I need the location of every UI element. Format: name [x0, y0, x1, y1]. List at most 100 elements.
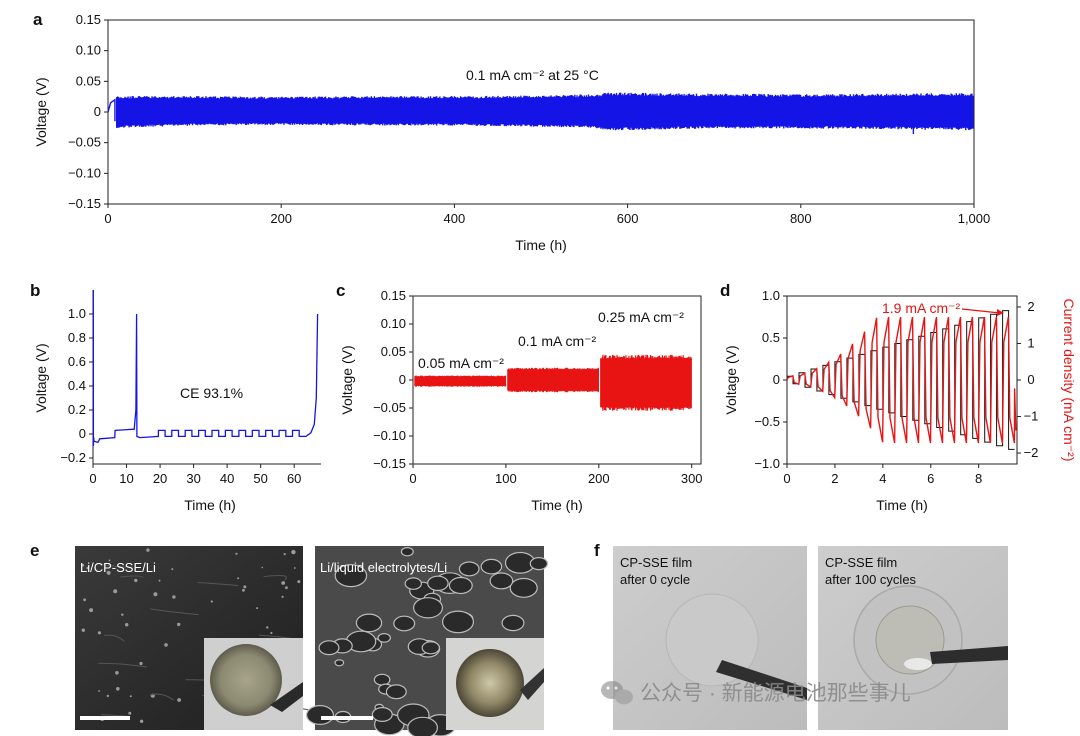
y-tick-label: −0.5 [754, 414, 780, 429]
figure-canvas: a 0 200 400 600 800 1,0000.150.100.050−0.05−0… [0, 0, 1080, 736]
panel-label-c: c [336, 281, 345, 300]
sem-dendrite [394, 616, 415, 631]
y-axis-label-d: Voltage (V) [723, 345, 739, 414]
sem-dendrite [356, 614, 381, 632]
x-tick-label: 0 [409, 471, 416, 486]
sem-dendrite [405, 578, 421, 589]
sem-dendrite [307, 706, 334, 725]
x-tick-label: 2 [831, 471, 838, 486]
panel-label-a: a [33, 10, 43, 29]
rate-label-c-1: 0.05 mA cm⁻² [418, 355, 504, 371]
sem-dendrite [374, 674, 389, 685]
sem-particle [177, 698, 181, 702]
y-tick-label: −0.05 [68, 135, 101, 150]
rate-label-c-2: 0.1 mA cm⁻² [518, 333, 597, 349]
x-tick-label: 30 [186, 471, 200, 486]
y-tick-label: −0.2 [60, 450, 86, 465]
panel-label-d: d [720, 281, 730, 300]
y-axis-label-a: Voltage (V) [33, 77, 49, 146]
y-tick-label: 0.05 [76, 73, 101, 88]
y-axis-label-b: Voltage (V) [33, 343, 49, 412]
x-tick-label: 200 [588, 471, 610, 486]
x-tick-label: 40 [220, 471, 234, 486]
annotation-a: 0.1 mA cm⁻² at 25 °C [466, 67, 599, 83]
voltage-trace-d [787, 317, 1016, 443]
sem-particle [262, 567, 264, 569]
x-axis-label-d: Time (h) [876, 497, 928, 513]
voltage-segment-c [508, 368, 599, 393]
y-tick-label: 0.10 [381, 316, 406, 331]
x-tick-label: 0 [104, 211, 111, 226]
x-tick-label: 100 [495, 471, 517, 486]
sem-particle [98, 631, 101, 634]
sem-dendrite [428, 576, 448, 590]
y2-tick-label: −2 [1024, 445, 1039, 460]
sem-particle [297, 580, 300, 583]
y-tick-label: 0 [399, 372, 406, 387]
sem-particle [235, 553, 237, 555]
sem-dendrite [422, 642, 439, 654]
sem-dendrite [459, 562, 479, 576]
x-tick-label: 0 [89, 471, 96, 486]
sem-particle [130, 695, 132, 697]
y-tick-label: 1.0 [762, 288, 780, 303]
voltage-band-path-a [117, 93, 973, 131]
voltage-band-a [108, 93, 973, 134]
x-tick-label: 20 [153, 471, 167, 486]
label-film-0-line2: after 0 cycle [620, 572, 690, 587]
annotation-arrow-d [962, 309, 1000, 313]
sem-particle [139, 662, 142, 665]
y2-tick-label: −1 [1024, 409, 1039, 424]
label-film-100-line1: CP-SSE film [825, 555, 897, 570]
x-tick-label: 50 [253, 471, 267, 486]
x-tick-label: 0 [783, 471, 790, 486]
voltage-segment-c [601, 355, 692, 411]
y-tick-label: −0.15 [68, 196, 101, 211]
y-tick-label: 0 [94, 104, 101, 119]
sem-particle [159, 580, 161, 582]
rate-label-c-3: 0.25 mA cm⁻² [598, 309, 684, 325]
sem-particle [171, 568, 173, 570]
sem-dendrite [372, 708, 392, 722]
sem-particle [256, 607, 258, 609]
sem-dendrite [510, 579, 537, 598]
y-tick-label: 0.4 [68, 378, 86, 393]
sem-particle [177, 623, 180, 626]
y-tick-label: 0 [773, 372, 780, 387]
sem-particle [82, 629, 85, 632]
panel-label-e: e [30, 541, 39, 560]
sem-dendrite [490, 573, 513, 589]
y2-axis-label-d: Current density (mA cm⁻²) [1061, 299, 1077, 462]
sem-particle [125, 623, 128, 626]
y-tick-label: 0.15 [76, 12, 101, 27]
x-tick-label: 600 [617, 211, 639, 226]
y-axis-label-c: Voltage (V) [339, 345, 355, 414]
x-tick-label: 300 [681, 471, 703, 486]
sem-particle [172, 595, 175, 598]
sem-particle [270, 632, 272, 634]
label-liquid-sem: Li/liquid electrolytes/Li [320, 560, 447, 575]
sem-dendrite [530, 558, 547, 570]
sem-particle [153, 592, 157, 596]
sem-particle [285, 586, 288, 589]
sem-particle [164, 643, 168, 647]
x-axis-label-c: Time (h) [531, 497, 583, 513]
y-tick-label: 0.2 [68, 402, 86, 417]
sem-particle [284, 553, 286, 555]
sem-particle [211, 600, 213, 602]
x-axis-label-b: Time (h) [184, 497, 236, 513]
x-tick-label: 10 [119, 471, 133, 486]
sem-dendrite [319, 641, 339, 655]
sem-particle [89, 608, 93, 612]
y2-tick-label: 0 [1027, 372, 1034, 387]
sem-dendrite [443, 611, 474, 633]
x-tick-label: 800 [790, 211, 812, 226]
voltage-segment-c [415, 376, 506, 387]
sem-particle [266, 626, 268, 628]
sem-particle [83, 598, 86, 601]
sem-particle [294, 567, 296, 569]
sem-particle [121, 614, 123, 616]
y-tick-label: 0.10 [76, 43, 101, 58]
sem-particle [242, 589, 245, 592]
sem-particle [146, 548, 149, 551]
